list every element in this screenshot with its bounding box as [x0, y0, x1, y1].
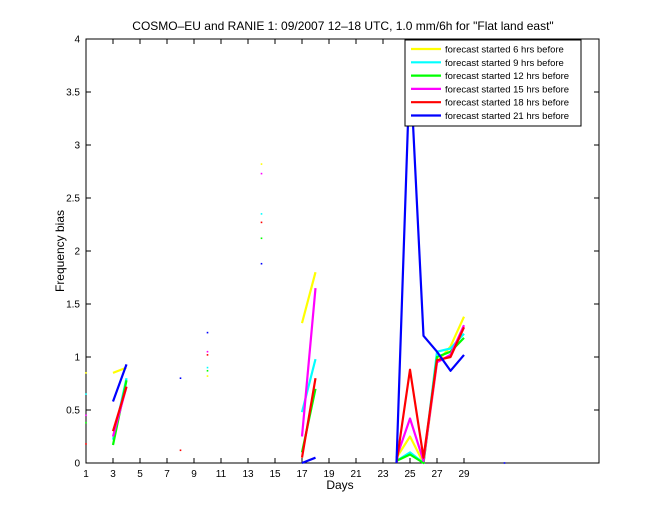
- x-tick-label: 23: [377, 469, 389, 480]
- y-tick-label: 1.5: [66, 300, 80, 311]
- data-point: [85, 443, 87, 445]
- x-tick-label: 21: [350, 469, 362, 480]
- legend-entry: forecast started 21 hrs before: [445, 111, 569, 122]
- series-layer: [85, 62, 506, 465]
- data-point: [206, 350, 209, 353]
- x-tick-label: 27: [431, 469, 443, 480]
- y-tick-label: 0.5: [66, 406, 80, 417]
- chart-title: COSMO–EU and RANIE 1: 09/2007 12–18 UTC,…: [132, 19, 553, 33]
- series-1: [85, 163, 466, 465]
- legend-entry: forecast started 9 hrs before: [445, 58, 564, 69]
- data-point: [85, 372, 87, 374]
- y-tick-label: 2: [74, 247, 80, 258]
- data-point: [206, 369, 209, 372]
- x-tick-label: 7: [164, 469, 170, 480]
- y-tick-label: 4: [74, 35, 80, 46]
- x-tick-label: 3: [110, 469, 116, 480]
- x-tick-label: 15: [269, 469, 281, 480]
- x-tick-label: 17: [296, 469, 308, 480]
- x-tick-label: 29: [458, 469, 470, 480]
- data-point: [85, 421, 87, 424]
- legend-entry: forecast started 6 hrs before: [445, 45, 564, 56]
- x-tick-label: 13: [242, 469, 254, 480]
- series-line: [300, 271, 317, 324]
- legend: forecast started 6 hrs before forecast st…: [404, 39, 582, 127]
- data-point: [260, 163, 263, 165]
- y-axis-ticks: 0 0.5 1 1.5 2 2.5 3 3.5 4: [66, 35, 599, 470]
- data-point: [260, 213, 263, 215]
- y-tick-label: 3.5: [66, 88, 80, 99]
- legend-entry: forecast started 12 hrs before: [445, 71, 569, 82]
- data-point: [503, 462, 506, 464]
- x-tick-label: 9: [191, 469, 197, 480]
- x-axis-label: Days: [326, 478, 353, 492]
- data-point: [206, 331, 209, 334]
- series-6: [111, 62, 506, 465]
- series-line: [395, 62, 465, 464]
- legend-entry: forecast started 15 hrs before: [445, 84, 569, 95]
- data-point: [206, 354, 209, 356]
- data-point: [85, 393, 87, 395]
- series-line: [111, 364, 128, 402]
- series-line: [300, 288, 317, 437]
- data-point: [260, 221, 263, 224]
- legend-box: [404, 39, 582, 127]
- data-point: [260, 172, 263, 175]
- series-4: [85, 172, 466, 462]
- y-tick-label: 3: [74, 141, 80, 152]
- y-tick-label: 2.5: [66, 194, 80, 205]
- x-tick-label: 19: [323, 469, 335, 480]
- data-point: [179, 377, 182, 379]
- series-line: [111, 386, 128, 432]
- y-tick-label: 1: [74, 353, 80, 364]
- series-line: [395, 326, 466, 464]
- series-line: [300, 378, 317, 458]
- legend-entry: forecast started 18 hrs before: [445, 98, 569, 109]
- series-line: [301, 456, 316, 465]
- x-tick-label: 11: [216, 469, 227, 480]
- x-tick-label: 25: [404, 469, 416, 480]
- y-axis-label: Frequency bias: [53, 210, 67, 292]
- data-point: [85, 414, 87, 417]
- y-tick-label: 0: [74, 459, 80, 470]
- data-point: [206, 375, 209, 377]
- x-tick-label: 1: [83, 469, 89, 480]
- series-5: [85, 221, 466, 464]
- x-axis-ticks: 1 3 5 7 9 11 13 15 17 19 21 23 25 27 29: [83, 39, 470, 480]
- x-tick-label: 5: [137, 469, 143, 480]
- data-point: [260, 262, 263, 265]
- data-point: [260, 237, 263, 240]
- data-point: [206, 366, 209, 369]
- data-point: [179, 449, 182, 452]
